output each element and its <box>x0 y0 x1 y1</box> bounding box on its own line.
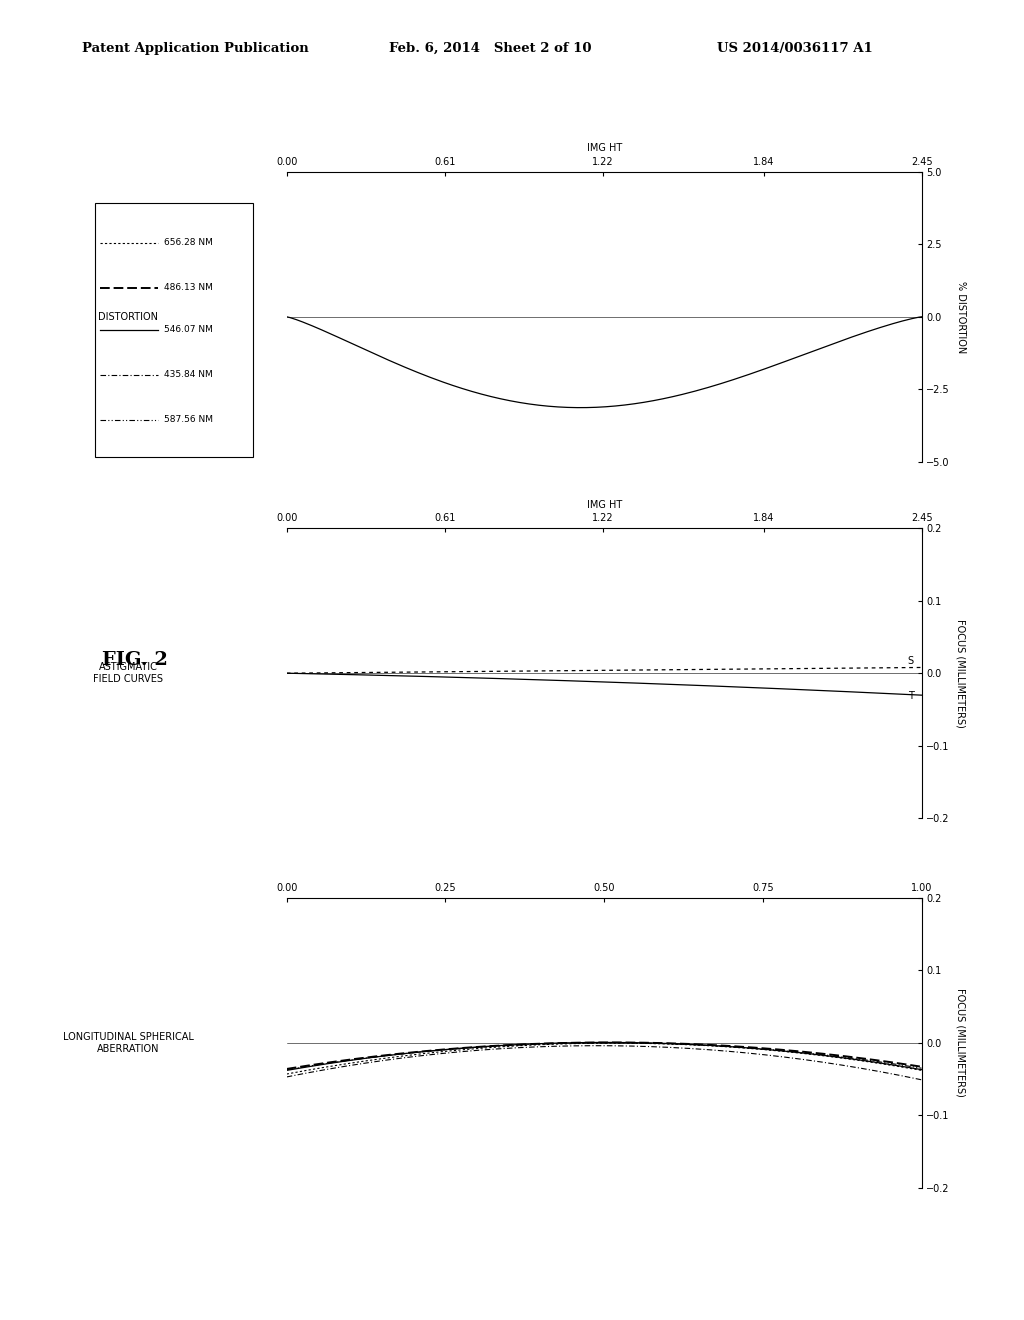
Text: Feb. 6, 2014   Sheet 2 of 10: Feb. 6, 2014 Sheet 2 of 10 <box>389 42 592 55</box>
T <box>915 688 928 704</box>
Line: S: S <box>287 668 922 673</box>
T <box>884 685 896 701</box>
Text: 656.28 NM: 656.28 NM <box>164 239 213 247</box>
Y-axis label: FOCUS (MILLIMETERS): FOCUS (MILLIMETERS) <box>955 989 966 1097</box>
S <box>884 660 896 676</box>
Text: 587.56 NM: 587.56 NM <box>164 416 213 424</box>
Text: T: T <box>908 692 913 701</box>
T <box>318 667 331 682</box>
Y-axis label: % DISTORTION: % DISTORTION <box>955 281 966 352</box>
Text: 546.07 NM: 546.07 NM <box>164 326 213 334</box>
S <box>398 664 411 680</box>
Text: 486.13 NM: 486.13 NM <box>164 284 213 292</box>
Text: Patent Application Publication: Patent Application Publication <box>82 42 308 55</box>
Text: DISTORTION: DISTORTION <box>98 312 158 322</box>
Line: T: T <box>287 673 922 696</box>
T <box>861 685 873 701</box>
Text: LONGITUDINAL SPHERICAL
ABERRATION: LONGITUDINAL SPHERICAL ABERRATION <box>62 1032 194 1053</box>
Text: S: S <box>907 656 913 667</box>
S <box>306 665 318 681</box>
X-axis label: IMG HT: IMG HT <box>587 499 622 510</box>
Y-axis label: FOCUS (MILLIMETERS): FOCUS (MILLIMETERS) <box>955 619 966 727</box>
T <box>450 669 462 685</box>
S <box>318 665 331 681</box>
X-axis label: IMG HT: IMG HT <box>587 143 622 153</box>
Text: 435.84 NM: 435.84 NM <box>164 371 213 379</box>
Text: ASTIGMATIC
FIELD CURVES: ASTIGMATIC FIELD CURVES <box>93 663 163 684</box>
S <box>450 664 462 680</box>
T <box>398 668 411 684</box>
Text: US 2014/0036117 A1: US 2014/0036117 A1 <box>717 42 872 55</box>
S <box>861 660 873 676</box>
S <box>281 665 293 681</box>
T <box>281 665 293 681</box>
Text: FIG. 2: FIG. 2 <box>102 651 168 669</box>
T <box>306 665 318 681</box>
S <box>915 660 928 676</box>
